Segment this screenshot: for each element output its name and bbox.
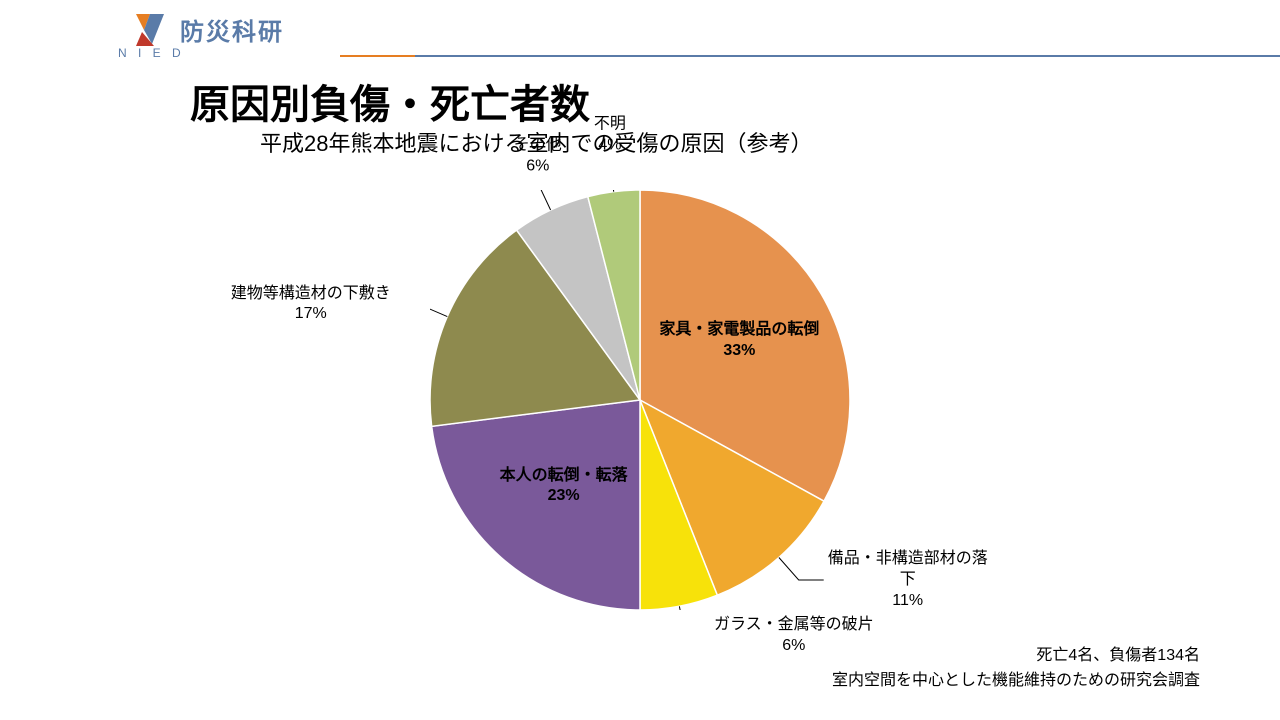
footer-stats: 死亡4名、負傷者134名: [1036, 641, 1200, 665]
header: 防災科研 N I E D: [0, 10, 1280, 60]
pie-chart-container: 家具・家電製品の転倒33% 備品・非構造部材の落下11%ガラス・金属等の破片6% 本…: [0, 140, 1280, 660]
slice-label-outer: 備品・非構造部材の落下11%: [828, 549, 988, 611]
nied-label: N I E D: [118, 46, 185, 60]
leader-line: [430, 305, 447, 317]
page-title: 原因別負傷・死亡者数: [190, 72, 590, 130]
pie-chart: [430, 190, 850, 610]
leader-line: [538, 190, 551, 210]
footer-source: 室内空間を中心とした機能維持のための研究会調査: [832, 666, 1200, 690]
slice-label-inner: 本人の転倒・転落23%: [500, 466, 628, 508]
slice-label-outer: ガラス・金属等の破片6%: [714, 615, 874, 657]
slice-label-inner: 家具・家電製品の転倒33%: [659, 320, 819, 362]
slice-label-outer: その他6%: [514, 135, 562, 177]
logo-area: 防災科研: [130, 10, 284, 48]
leader-line: [779, 558, 824, 581]
slice-label-outer: 不明4%: [594, 114, 626, 156]
header-divider: [340, 55, 1280, 57]
leader-line: [679, 606, 710, 610]
org-name: 防災科研: [180, 12, 284, 47]
nied-logo-icon: [130, 10, 170, 48]
slice-label-outer: 建物等構造材の下敷き17%: [231, 284, 391, 326]
